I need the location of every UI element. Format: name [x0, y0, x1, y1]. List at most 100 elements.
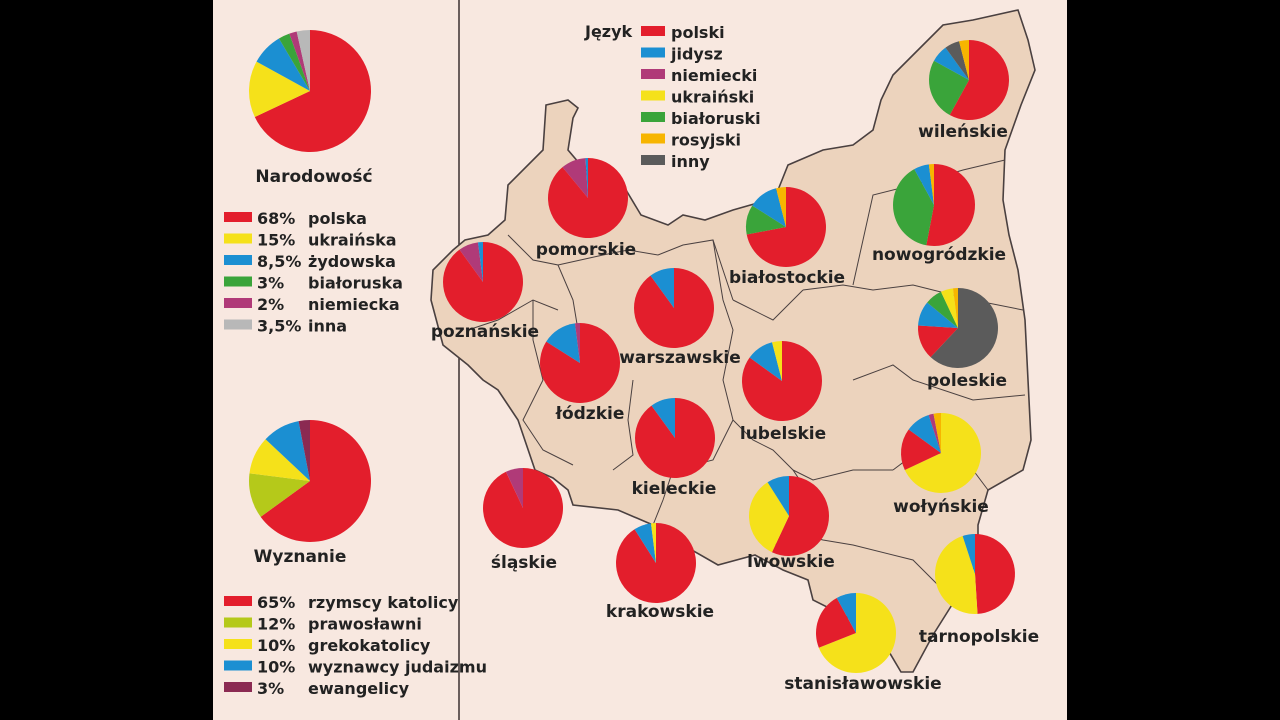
language-legend-swatch — [641, 90, 665, 101]
national-legend-item-swatch — [224, 233, 252, 244]
language-legend-title: Język — [584, 22, 633, 41]
religion-title: Wyznanie — [254, 547, 347, 567]
national-legend-item-pct: 68% — [257, 209, 295, 228]
language-legend-label: rosyjski — [671, 131, 741, 150]
voivodeship-label: śląskie — [491, 553, 557, 573]
national-legend-item-swatch — [224, 255, 252, 265]
national-legend: 68% polska 15% ukraińska 8,5% żydowska 3% biało… — [224, 209, 403, 336]
voivodeship-pie-slice — [634, 268, 715, 348]
religion-pie-slice — [265, 421, 310, 481]
religion-legend-item-pct: 65% — [257, 593, 295, 612]
voivodeship-łódzkie: łódzkie — [540, 323, 624, 424]
religion-legend-item-label: rzymscy katolicy — [308, 593, 459, 612]
language-legend-swatch — [641, 26, 665, 36]
national-legend-item-pct: 2% — [257, 295, 284, 314]
voivodeship-pie-slice — [927, 291, 958, 328]
voivodeship-pie-slice — [477, 242, 483, 282]
national-legend-item-swatch — [224, 276, 252, 287]
voivodeship-pie-slice — [752, 188, 786, 227]
voivodeship-pie-slice — [651, 398, 675, 438]
voivodeship-poznańskie: poznańskie — [431, 242, 539, 342]
voivodeship-pie-slice — [547, 158, 628, 238]
voivodeship-pie-slice — [945, 41, 969, 80]
voivodeship-pie-slice — [749, 482, 789, 553]
voivodeship-pie-slice — [914, 164, 934, 205]
religion-legend-item-label: ewangelicy — [308, 679, 410, 698]
national-legend-item-label: inna — [308, 317, 347, 336]
language-legend-swatch — [641, 47, 665, 58]
religion-legend-item-swatch — [224, 617, 252, 628]
language-legend-swatch — [641, 112, 665, 122]
national-title: Narodowość — [255, 167, 372, 187]
voivodeship-pie-slice — [918, 325, 958, 358]
national-legend-item-swatch — [224, 298, 252, 308]
voivodeship-wileńskie: wileńskie — [918, 40, 1010, 142]
religion-legend-item-pct: 10% — [257, 636, 295, 655]
voivodeship-pie-slice — [918, 302, 958, 328]
voivodeship-pie-slice — [749, 342, 782, 381]
voivodeship-pie-slice — [616, 523, 697, 603]
voivodeship-pies: wileńskie nowogródzkie białostockie pomorsk… — [431, 40, 1039, 694]
voivodeship-pie-slice — [635, 398, 716, 478]
voivodeship-label: nowogródzkie — [872, 245, 1006, 265]
voivodeship-stanisławowskie: stanisławowskie — [784, 593, 942, 694]
language-legend-label: białoruski — [671, 109, 761, 128]
national-legend-item-label: polska — [308, 209, 367, 228]
voivodeship-pie-slice — [935, 535, 978, 614]
voivodeship-pie-slice — [940, 288, 958, 328]
voivodeship-pie-slice — [904, 412, 982, 493]
voivodeship-pomorskie: pomorskie — [536, 158, 636, 260]
voivodeship-pie-slice — [949, 40, 1010, 120]
language-legend-swatch — [641, 69, 665, 79]
voivodeship-label: łódzkie — [555, 404, 625, 424]
voivodeship-pie-slice — [901, 429, 941, 471]
voivodeship-label: warszawskie — [619, 348, 741, 368]
voivodeship-lwowskie: lwowskie — [747, 476, 835, 572]
national-pie-slice — [254, 30, 372, 153]
national-pie-slice — [278, 33, 310, 91]
voivodeship-pie-slice — [650, 523, 656, 563]
voivodeship-label: poznańskie — [431, 322, 539, 342]
voivodeship-pie-slice — [975, 534, 1015, 614]
voivodeship-poleskie: poleskie — [918, 288, 1007, 391]
voivodeship-pie-slice — [959, 40, 969, 80]
national-pie-slice — [289, 31, 310, 91]
voivodeship-pie-slice — [505, 468, 523, 508]
voivodeship-pie-slice — [818, 593, 897, 673]
language-legend: polski jidysz niemiecki ukraiński białoruski… — [641, 23, 761, 171]
religion-legend-item-label: grekokatolicy — [308, 636, 431, 655]
religion-pie — [248, 420, 372, 543]
voivodeship-label: lwowskie — [747, 552, 835, 572]
voivodeship-białostockie: białostockie — [729, 187, 845, 288]
voivodeship-pie-slice — [952, 288, 958, 328]
national-legend-item-pct: 3,5% — [257, 317, 301, 336]
voivodeship-label: lubelskie — [740, 424, 826, 444]
voivodeship-pie-slice — [962, 534, 975, 574]
language-legend-swatch — [641, 133, 665, 144]
national-legend-item-pct: 8,5% — [257, 252, 301, 271]
voivodeship-pie-slice — [926, 164, 976, 246]
voivodeship-pie-slice — [772, 341, 782, 381]
voivodeship-pie-slice — [929, 60, 969, 116]
voivodeship-pie-slice — [771, 476, 830, 556]
map-infographic: Narodowość 68% polska 15% ukraińska 8,5% żydo… — [213, 0, 1067, 720]
national-legend-item-label: ukraińska — [308, 231, 397, 250]
religion-pie-slice — [260, 420, 372, 543]
voivodeship-nowogródzkie: nowogródzkie — [872, 164, 1006, 265]
national-pie-slice — [296, 30, 310, 91]
national-legend-item-label: żydowska — [308, 252, 396, 271]
national-legend-item-pct: 15% — [257, 231, 295, 250]
voivodeship-pie-slice — [933, 413, 941, 453]
religion-pie-slice — [248, 473, 310, 517]
language-legend-swatch — [641, 155, 665, 165]
voivodeship-pie-slice — [836, 593, 856, 633]
voivodeship-pie-slice — [634, 523, 656, 563]
religion-legend-item-label: prawosławni — [308, 615, 422, 634]
religion-legend: 65% rzymscy katolicy 12% prawosławni 10% grek… — [224, 593, 487, 698]
voivodeship-pie-slice — [776, 187, 786, 227]
voivodeship-pie-slice — [908, 414, 941, 453]
voivodeship-pie-slice — [746, 205, 786, 235]
voivodeship-pie-slice — [483, 468, 564, 548]
voivodeship-pie-slice — [574, 323, 580, 363]
voivodeship-label: poleskie — [927, 371, 1007, 391]
